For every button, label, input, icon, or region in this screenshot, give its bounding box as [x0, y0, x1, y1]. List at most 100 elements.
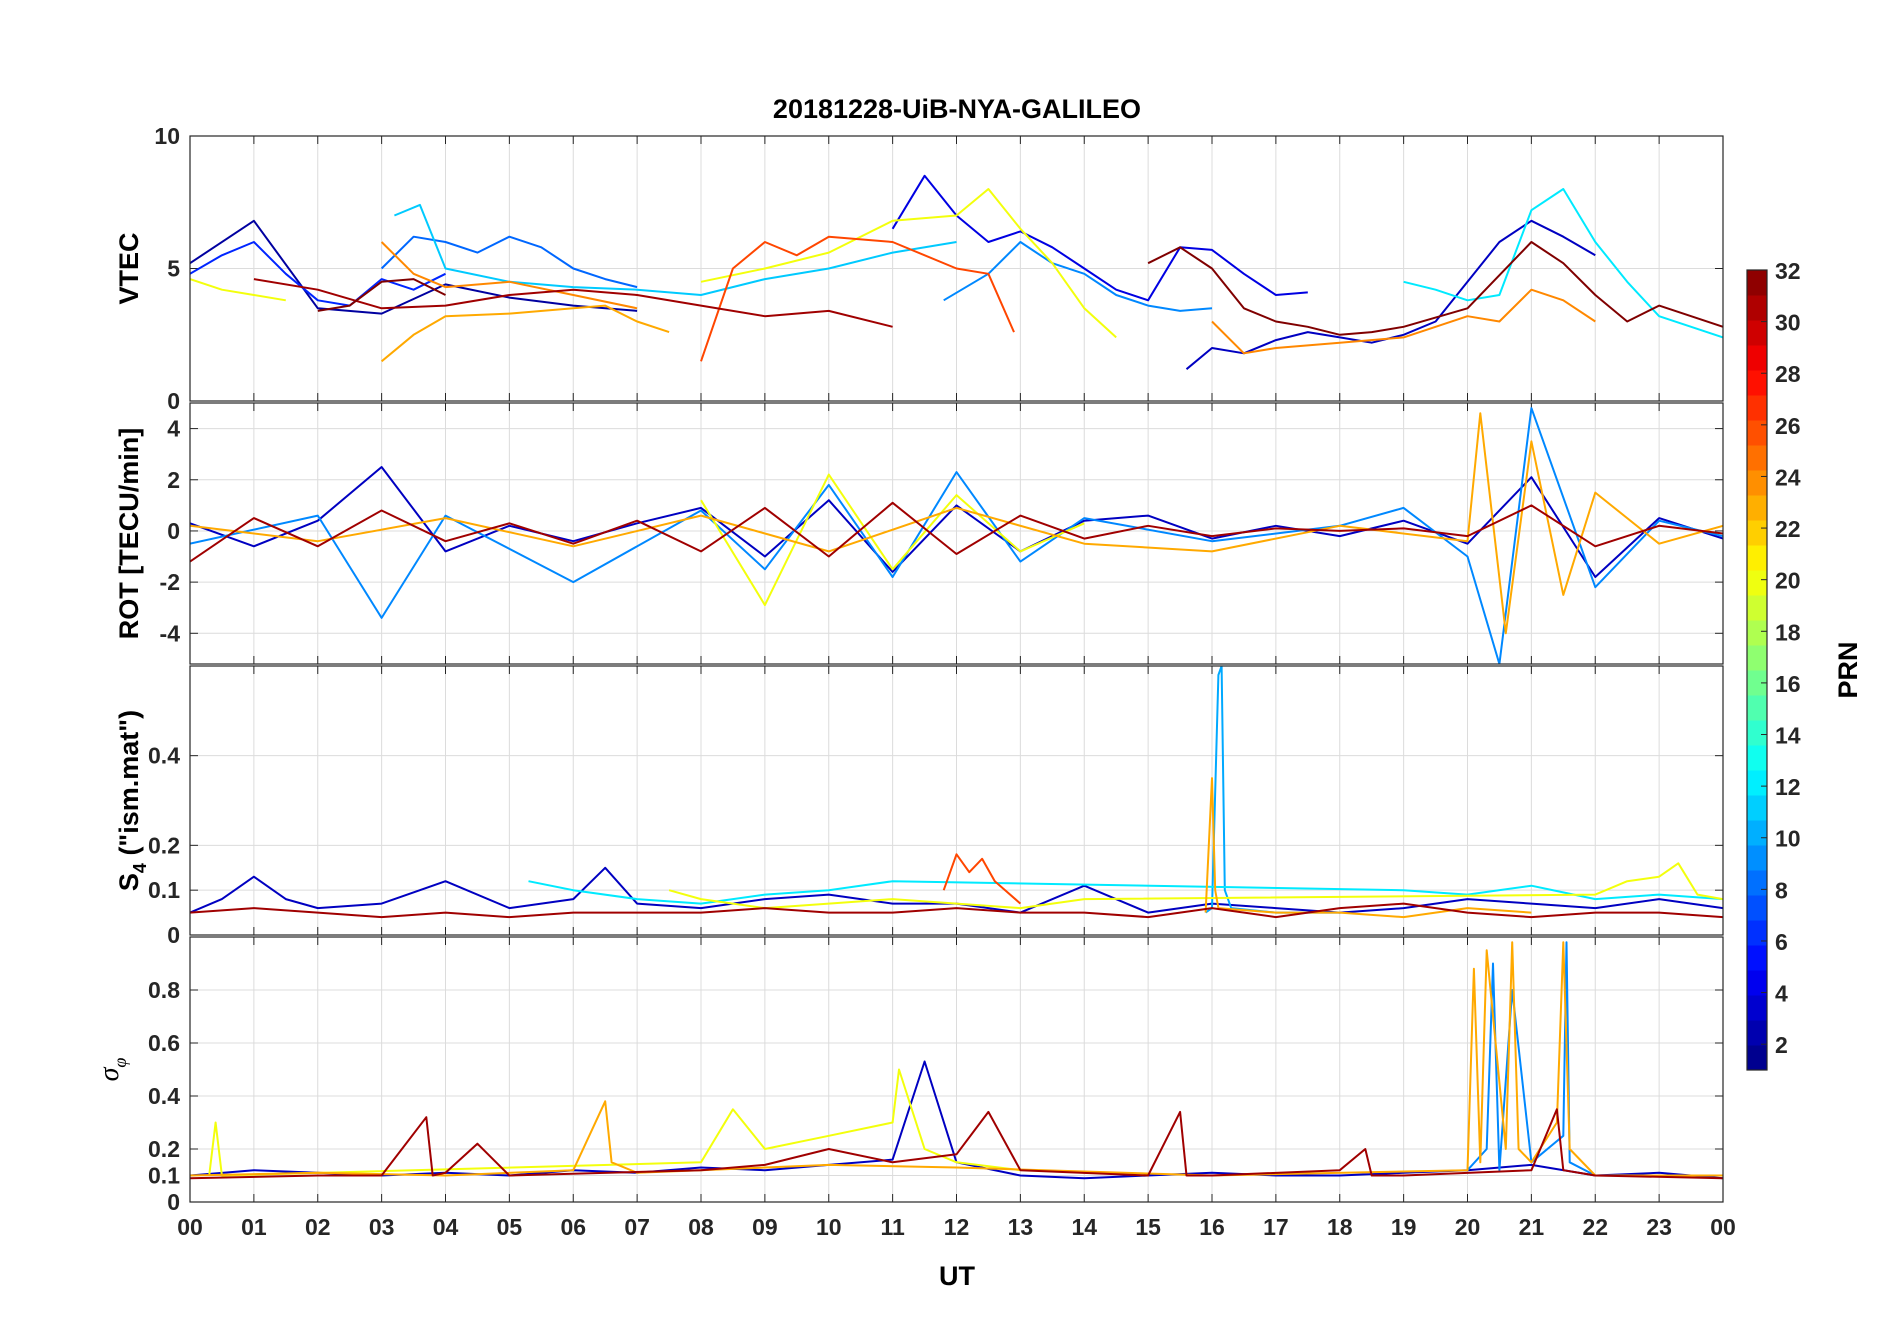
colorbar-segment — [1747, 270, 1767, 296]
y-tick-label: 0.4 — [148, 743, 180, 769]
series-line-prn-31 — [190, 1108, 1723, 1180]
colorbar-tick-label: 12 — [1775, 774, 1801, 800]
series-line-prn-20 — [668, 862, 1723, 910]
colorbar-tick-label: 18 — [1775, 619, 1801, 645]
colorbar-segment — [1747, 345, 1767, 371]
colorbar-segment — [1747, 445, 1767, 471]
y-tick-label: 0.1 — [148, 877, 180, 903]
x-tick-label: 08 — [688, 1214, 714, 1240]
y-tick-label: 0 — [167, 388, 180, 414]
series-line-prn-20 — [208, 1068, 1021, 1177]
x-tick-label: 12 — [944, 1214, 970, 1240]
series-line-prn-31 — [190, 501, 1723, 563]
x-tick-label: 02 — [305, 1214, 331, 1240]
y-axis-label-subscript: φ — [110, 1058, 130, 1068]
x-tick-label: 05 — [497, 1214, 523, 1240]
colorbar-segment — [1747, 495, 1767, 521]
y-axis-label-subscript: 4 — [130, 863, 150, 873]
y-tick-label: 0.6 — [148, 1030, 180, 1056]
series-line-prn-32 — [317, 278, 446, 312]
colorbar-segment — [1747, 745, 1767, 771]
series-line-prn-6 — [190, 241, 446, 307]
series-line-prn-8 — [380, 235, 638, 289]
colorbar-segment — [1747, 570, 1767, 596]
colorbar-tick-label: 22 — [1775, 516, 1801, 542]
series-line-prn-31 — [253, 278, 893, 328]
series-group — [190, 407, 1723, 664]
colorbar-segment — [1747, 695, 1767, 721]
colorbar-segment — [1747, 420, 1767, 446]
panel-ROT: -4 -2 0 2 4 ROT [TECU/min] — [114, 402, 1724, 665]
colorbar-segment — [1747, 845, 1767, 871]
colorbar-tick-label: 24 — [1775, 464, 1801, 490]
y-axis-label-main: σ — [94, 1066, 125, 1081]
x-tick-label: 23 — [1646, 1214, 1672, 1240]
colorbar-segment — [1747, 1045, 1767, 1071]
series-line-prn-26 — [700, 235, 1015, 362]
y-axis-label: ROT [TECU/min] — [114, 428, 144, 639]
x-tick-label: 21 — [1519, 1214, 1545, 1240]
series-group — [190, 941, 1723, 1180]
colorbar-tick-label: 32 — [1775, 258, 1801, 284]
y-tick-label: 0 — [167, 922, 180, 948]
series-line-prn-23 — [1204, 777, 1532, 919]
series-line-prn-23 — [190, 412, 1723, 635]
panel-frame — [189, 936, 1724, 1203]
colorbar-segment — [1747, 795, 1767, 821]
colorbar-segment — [1747, 945, 1767, 971]
y-tick-label: 0.8 — [148, 977, 180, 1003]
series-group — [190, 666, 1723, 919]
x-tick-label: 00 — [1710, 1214, 1736, 1240]
colorbar-segment — [1747, 920, 1767, 946]
colorbar-segment — [1747, 620, 1767, 646]
x-tick-label: 14 — [1071, 1214, 1097, 1240]
x-tick-label: 01 — [241, 1214, 267, 1240]
x-tick-label: 22 — [1582, 1214, 1608, 1240]
x-tick-label: 06 — [560, 1214, 586, 1240]
series-line-prn-31 — [190, 902, 1723, 919]
colorbar-tick-label: 2 — [1775, 1032, 1788, 1058]
colorbar-tick-label: 20 — [1775, 568, 1801, 594]
colorbar-segment — [1747, 895, 1767, 921]
y-tick-label: 0 — [167, 518, 180, 544]
y-axis-label: VTEC — [114, 232, 144, 304]
series-line-prn-11 — [394, 203, 957, 296]
x-tick-label: 10 — [816, 1214, 842, 1240]
colorbar-segment — [1747, 1020, 1767, 1046]
x-tick-label: 13 — [1008, 1214, 1034, 1240]
colorbar-tick-label: 16 — [1775, 671, 1801, 697]
y-tick-label: 10 — [154, 123, 180, 149]
y-tick-label: 4 — [167, 416, 180, 442]
series-line-prn-20 — [190, 278, 286, 302]
colorbar-tick-label: 10 — [1775, 826, 1801, 852]
y-tick-label: 5 — [167, 256, 180, 282]
colorbar-segment — [1747, 870, 1767, 896]
y-axis-label-rest: ("ism.mat") — [114, 710, 144, 863]
colorbar-segment — [1747, 295, 1767, 321]
x-tick-label: 20 — [1455, 1214, 1481, 1240]
series-group — [190, 174, 1723, 370]
y-tick-label: 0.2 — [148, 1136, 180, 1162]
series-line-prn-12 — [528, 880, 1723, 905]
series-line-prn-23 — [380, 304, 670, 363]
colorbar-tick-label: 8 — [1775, 877, 1788, 903]
colorbar-tick-label: 26 — [1775, 413, 1801, 439]
x-tick-label: 19 — [1391, 1214, 1417, 1240]
colorbar-segment — [1747, 470, 1767, 496]
figure-title: 20181228-UiB-NYA-GALILEO — [773, 94, 1141, 124]
colorbar-segment — [1747, 545, 1767, 571]
x-tick-label: 16 — [1199, 1214, 1225, 1240]
colorbar-tick-label: 6 — [1775, 929, 1788, 955]
series-line-prn-12 — [1403, 188, 1723, 339]
colorbar-segment — [1747, 770, 1767, 796]
x-tick-label: 18 — [1327, 1214, 1353, 1240]
colorbar-tick-label: 14 — [1775, 723, 1801, 749]
colorbar-segment — [1747, 520, 1767, 546]
panel-frame — [189, 135, 1724, 402]
x-tick-label: 03 — [369, 1214, 395, 1240]
colorbar-segment — [1747, 370, 1767, 396]
colorbar-segment — [1747, 320, 1767, 346]
